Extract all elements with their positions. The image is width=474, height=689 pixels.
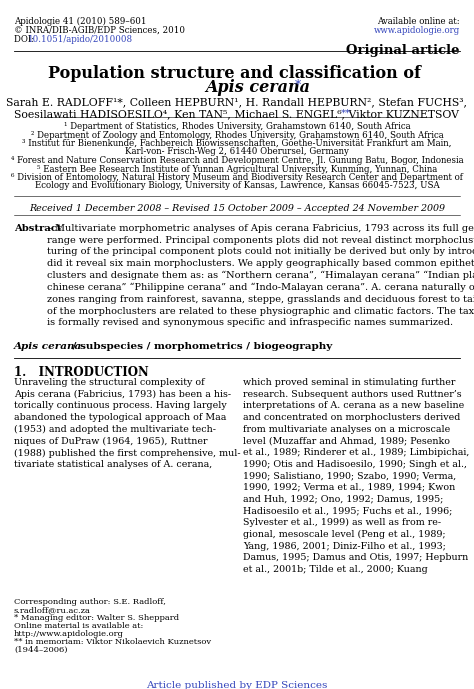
Text: Received 1 December 2008 – Revised 15 October 2009 – Accepted 24 November 2009: Received 1 December 2008 – Revised 15 Oc… xyxy=(29,204,445,213)
Text: (1944–2006): (1944–2006) xyxy=(14,646,67,654)
Text: s.radloff@ru.ac.za: s.radloff@ru.ac.za xyxy=(14,606,91,614)
Text: which proved seminal in stimulating further
research. Subsequent authors used Ru: which proved seminal in stimulating furt… xyxy=(243,378,469,574)
Text: ¹ Department of Statistics, Rhodes University, Grahamstown 6140, South Africa: ¹ Department of Statistics, Rhodes Unive… xyxy=(64,122,410,131)
Text: ² Department of Zoology and Entomology, Rhodes University, Grahamstown 6140, Sou: ² Department of Zoology and Entomology, … xyxy=(31,130,443,139)
Text: * Managing editor: Walter S. Sheppard: * Managing editor: Walter S. Sheppard xyxy=(14,614,179,622)
Text: Soesilawati HADISOESILO⁴, Ken TAN⁵, Michael S. ENGEL⁶, Viktor KUZNETSOV: Soesilawati HADISOESILO⁴, Ken TAN⁵, Mich… xyxy=(15,109,459,119)
Text: Online material is available at:: Online material is available at: xyxy=(14,622,143,630)
Text: www.apidologie.org: www.apidologie.org xyxy=(374,26,460,35)
Text: *: * xyxy=(295,79,301,92)
Text: / subspecies / morphometrics / biogeography: / subspecies / morphometrics / biogeogra… xyxy=(69,342,332,351)
Text: Available online at:: Available online at: xyxy=(377,17,460,26)
Text: ³ Institut für Bienenkunde, Fachbereich Biowissenschaften, Goethe-Universität Fr: ³ Institut für Bienenkunde, Fachbereich … xyxy=(22,139,452,148)
Text: Sarah E. RADLOFF¹*, Colleen HEPBURN¹, H. Randall HEPBURN², Stefan FUCHS³,: Sarah E. RADLOFF¹*, Colleen HEPBURN¹, H.… xyxy=(7,97,467,107)
Text: Karl-von- Frisch-Weg 2, 61440 Oberursel, Germany: Karl-von- Frisch-Weg 2, 61440 Oberursel,… xyxy=(125,147,349,156)
Text: Abstract: Abstract xyxy=(14,224,62,233)
Text: Article published by EDP Sciences: Article published by EDP Sciences xyxy=(146,681,328,689)
Text: DOI:: DOI: xyxy=(14,35,37,44)
Text: Apidologie 41 (2010) 589–601: Apidologie 41 (2010) 589–601 xyxy=(14,17,146,26)
Text: – Multivariate morphometric analyses of Apis cerana Fabricius, 1793 across its f: – Multivariate morphometric analyses of … xyxy=(47,224,474,327)
Text: **: ** xyxy=(341,109,351,118)
Text: ⁴ Forest and Nature Conservation Research and Development Centre, Jl. Gunung Bat: ⁴ Forest and Nature Conservation Researc… xyxy=(11,156,463,165)
Text: Corresponding author: S.E. Radloff,: Corresponding author: S.E. Radloff, xyxy=(14,598,166,606)
Text: ⁶ Division of Entomology, Natural History Museum and Biodiversity Research Cente: ⁶ Division of Entomology, Natural Histor… xyxy=(11,173,463,182)
Text: Unraveling the structural complexity of
Apis cerana (Fabricius, 1793) has been a: Unraveling the structural complexity of … xyxy=(14,378,241,469)
Text: ⁵ Eastern Bee Research Institute of Yunnan Agricultural University, Kunming, Yun: ⁵ Eastern Bee Research Institute of Yunn… xyxy=(37,165,437,174)
Text: 10.1051/apido/2010008: 10.1051/apido/2010008 xyxy=(28,35,133,44)
Text: Ecology and Evolutionary Biology, University of Kansas, Lawrence, Kansas 66045-7: Ecology and Evolutionary Biology, Univer… xyxy=(35,181,439,190)
Text: http://www.apidologie.org: http://www.apidologie.org xyxy=(14,630,124,638)
Text: 1.   INTRODUCTION: 1. INTRODUCTION xyxy=(14,366,149,379)
Text: © INRA/DIB-AGIB/EDP Sciences, 2010: © INRA/DIB-AGIB/EDP Sciences, 2010 xyxy=(14,26,185,35)
Text: Apis cerana: Apis cerana xyxy=(14,342,82,351)
Text: Population structure and classification of: Population structure and classification … xyxy=(48,65,426,82)
Text: ** in memoriam: Viktor Nikolaevich Kuznetsov: ** in memoriam: Viktor Nikolaevich Kuzne… xyxy=(14,638,211,646)
Text: Apis cerana: Apis cerana xyxy=(205,79,310,96)
Text: Original article: Original article xyxy=(346,44,460,57)
